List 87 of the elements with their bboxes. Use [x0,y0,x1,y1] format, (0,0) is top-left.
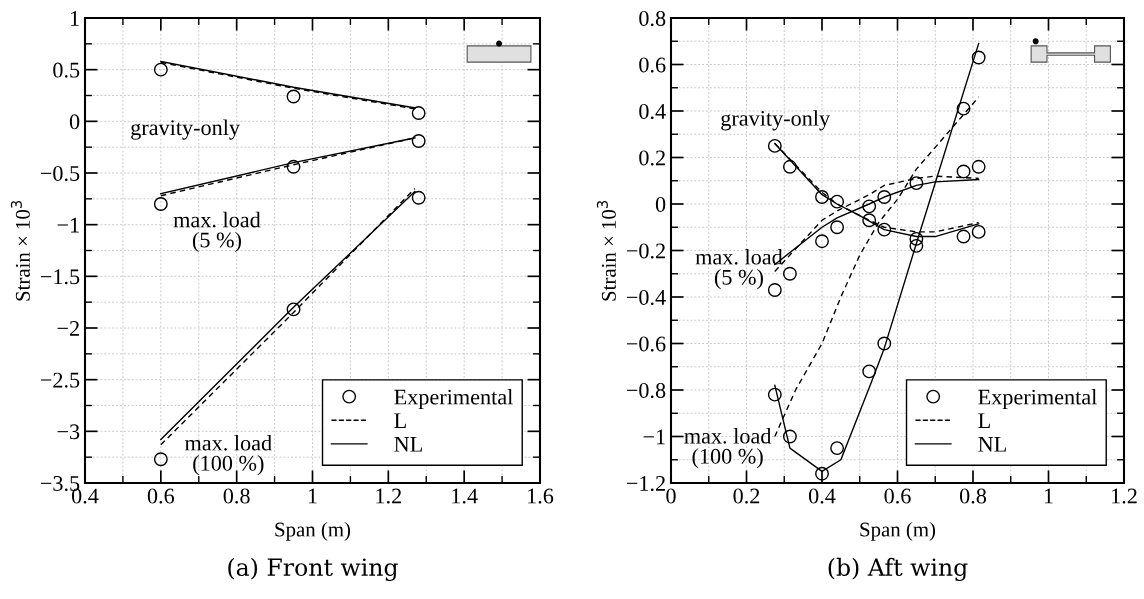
y-tick-label: 0.5 [53,62,80,78]
y-tick-label: −2.5 [40,372,80,388]
point [815,466,829,481]
point [862,364,877,379]
y-tick-label: −0.5 [40,165,80,182]
point [411,134,426,148]
point [286,302,301,317]
point [153,452,168,467]
x-tick-label: 0.6 [884,488,911,504]
x-tick-label: 1.2 [376,488,401,504]
annotation: max. load (100 %) [184,434,272,476]
x-tick-label: 0.4 [808,488,836,504]
x-tick-label: 0.8 [223,488,250,504]
point [767,387,782,402]
y-tick-label: 0 [655,196,666,212]
point [877,222,892,237]
point [971,50,986,65]
x-tick-label: 1.6 [528,488,554,504]
y-tick-label: −0.4 [626,289,666,306]
point [286,89,301,104]
y-tick-label: −0.6 [626,336,666,352]
point [767,283,782,297]
legend-label: Experimental [978,388,1097,410]
point [411,190,426,205]
annotation: max. load (5 %) [173,211,261,253]
y-tick-label: −1 [57,217,79,233]
x-tick-label: 0.8 [959,488,987,504]
y-tick-label: 0.6 [639,57,666,73]
y-tick-label: 0.2 [639,150,665,166]
point [286,159,301,174]
point [815,234,829,249]
point [830,194,845,209]
x-axis-title: Span (m) [860,521,936,541]
point [153,62,168,77]
point [782,159,797,174]
legend-label: L [978,413,990,428]
y-tick-label: −1.5 [40,269,80,285]
point [956,164,971,179]
point [411,106,426,121]
x-tick-label: 0 [666,488,676,504]
y-axis-title: Strain × 10$^{3}$ [596,200,616,301]
point [830,441,845,456]
x-axis-title: Span (m) [275,521,351,541]
x-tick-label: 1.4 [452,488,478,504]
point [877,190,892,204]
y-tick-label: −0.8 [626,382,666,399]
point [830,220,845,235]
x-tick-label: 1 [1044,488,1053,504]
annotation: gravity-only [131,119,240,140]
annotation: gravity-only [721,110,831,131]
x-tick-label: 1 [308,488,317,504]
point [153,197,168,211]
point [782,429,797,444]
y-tick-label: 0 [69,114,80,130]
point [767,138,782,153]
point [815,190,829,204]
point [971,224,986,239]
y-tick-label: 1 [70,11,79,26]
point [909,176,924,191]
annotation: max. load (100 %) [684,427,772,469]
x-tick-label: 1.2 [1112,488,1137,504]
point [877,336,892,351]
legend-label: NL [978,437,1006,452]
legend-label: Experimental [394,388,513,410]
text: (b) Aft wing [828,557,968,582]
point [862,213,877,228]
y-axis-title: Strain × 10$^{3}$ [10,200,30,301]
y-tick-label: −1.2 [626,475,665,492]
y-tick-label: −3 [57,424,80,440]
point [909,231,924,246]
legend-label: L [394,413,406,428]
point [782,266,797,281]
point [956,101,971,116]
point [956,229,971,244]
y-tick-label: 0.8 [639,10,666,27]
y-tick-label: −0.2 [626,243,665,259]
legend-label: NL [394,437,422,452]
text: (a) Front wing [228,557,398,582]
point [971,159,986,174]
annotation: max. load (5 %) [695,248,783,290]
x-tick-label: 0.2 [733,488,760,504]
y-tick-label: −1 [643,429,665,445]
y-tick-label: −2 [57,320,79,336]
point [909,238,924,253]
x-tick-label: 0.6 [147,488,175,504]
point [862,199,877,214]
y-tick-label: 0.4 [639,103,666,120]
